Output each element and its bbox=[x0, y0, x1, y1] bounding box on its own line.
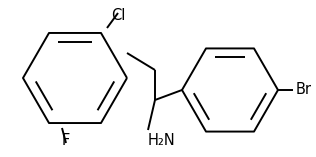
Text: H₂N: H₂N bbox=[148, 133, 176, 148]
Text: F: F bbox=[62, 133, 70, 148]
Text: Br: Br bbox=[296, 82, 312, 97]
Text: Cl: Cl bbox=[111, 8, 125, 23]
